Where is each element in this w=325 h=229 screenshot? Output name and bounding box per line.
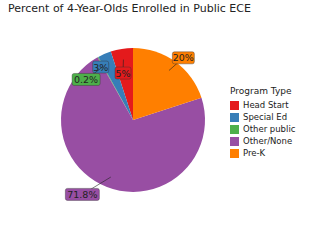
html-text:Program Type: Program Type: [230, 86, 292, 96]
html-text:Special Ed: Special Ed: [243, 112, 288, 122]
html-text:Head Start: Head Start: [243, 100, 289, 110]
html-text:Percent of 4-Year-Olds Enrolle: Percent of 4-Year-Olds Enrolled in Publi…: [8, 2, 251, 15]
html-text:Other/None: Other/None: [243, 136, 293, 146]
svg-text:0.2%: 0.2%: [74, 74, 98, 85]
svg-text:71.8%: 71.8%: [67, 189, 97, 200]
html-text:Pre-K: Pre-K: [243, 148, 266, 158]
svg-text:20%: 20%: [173, 52, 194, 63]
html-text:Other public: Other public: [243, 124, 296, 134]
svg-text:5%: 5%: [115, 68, 130, 79]
svg-text:3%: 3%: [93, 62, 108, 73]
